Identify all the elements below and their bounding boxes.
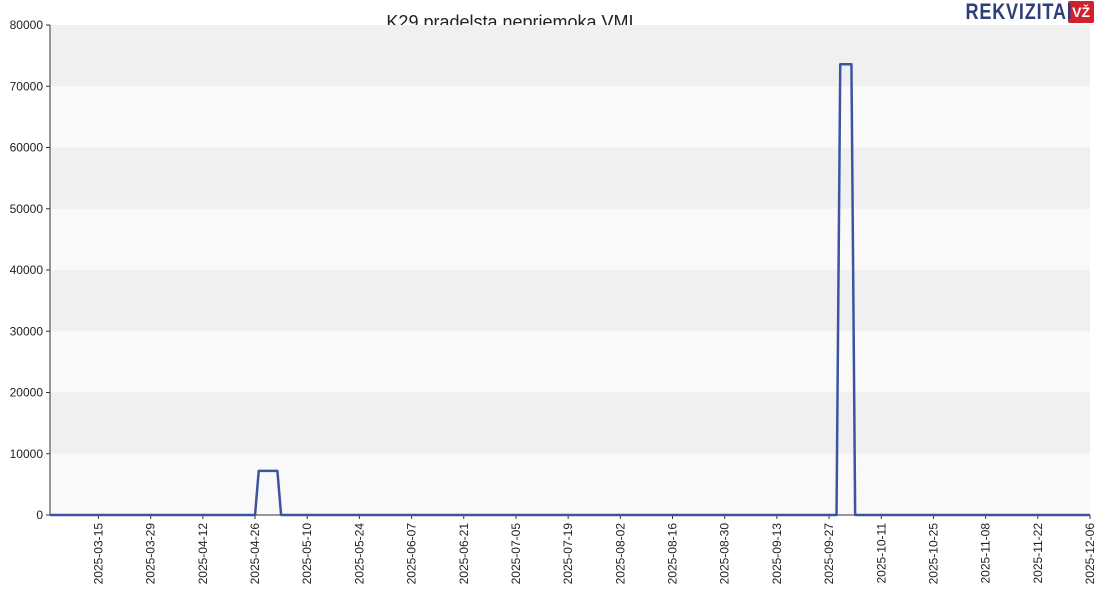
x-tick-label: 2025-11-08 [979,523,993,584]
x-tick-label: 2025-07-05 [509,523,523,585]
x-tick-label: 2025-10-25 [926,523,940,585]
grid-band [50,86,1090,148]
y-tick-label: 30000 [10,324,44,338]
y-axis-ticks: 0 10000 20000 30000 40000 50000 60000 70000 8000… [10,18,50,522]
rekvizitai-logo[interactable]: REKVIZITAI VŽ [942,0,1094,24]
y-tick-label: 20000 [10,386,44,400]
x-tick-label: 2025-04-26 [248,523,262,585]
x-tick-label: 2025-06-21 [457,523,471,585]
x-tick-label: 2025-06-07 [405,523,419,585]
y-tick-label: 50000 [10,202,44,216]
x-tick-label: 2025-12-06 [1083,523,1097,585]
grid-band [50,25,1090,87]
x-tick-label: 2025-05-10 [300,523,314,585]
x-tick-label: 2025-08-02 [613,523,627,585]
y-tick-label: 40000 [10,263,44,277]
grid-band [50,208,1090,270]
grid-band [50,392,1090,454]
series-layer [49,62,1091,517]
y-tick-label: 80000 [10,18,44,32]
x-tick-label: 2025-04-12 [196,523,210,585]
y-tick-label: 60000 [10,141,44,155]
y-tick-label: 0 [36,508,43,522]
grid-bands [50,25,1090,515]
grid-band [50,147,1090,209]
grid-band [50,453,1090,515]
x-tick-label: 2025-08-30 [718,523,732,585]
x-tick-label: 2025-05-24 [352,523,366,585]
x-tick-label: 2025-08-16 [666,523,680,585]
x-tick-label: 2025-09-27 [822,523,836,585]
y-tick-label: 70000 [10,79,44,93]
x-tick-label: 2025-09-13 [770,523,784,585]
y-tick-label: 10000 [10,447,44,461]
x-tick-label: 2025-11-22 [1031,523,1045,584]
series-line [50,62,1090,517]
x-tick-label: 2025-03-15 [91,523,105,585]
grid-band [50,270,1090,332]
logo-badge: VŽ [1068,1,1094,23]
x-axis-ticks: 2025-03-15 2025-03-29 2025-04-12 2025-04-26… [91,515,1097,584]
x-tick-label: 2025-10-11 [874,523,888,584]
logo-text: REKVIZITAI [965,0,1073,24]
x-tick-label: 2025-03-29 [144,523,158,585]
x-tick-label: 2025-07-19 [561,523,575,585]
grid-band [50,331,1090,393]
